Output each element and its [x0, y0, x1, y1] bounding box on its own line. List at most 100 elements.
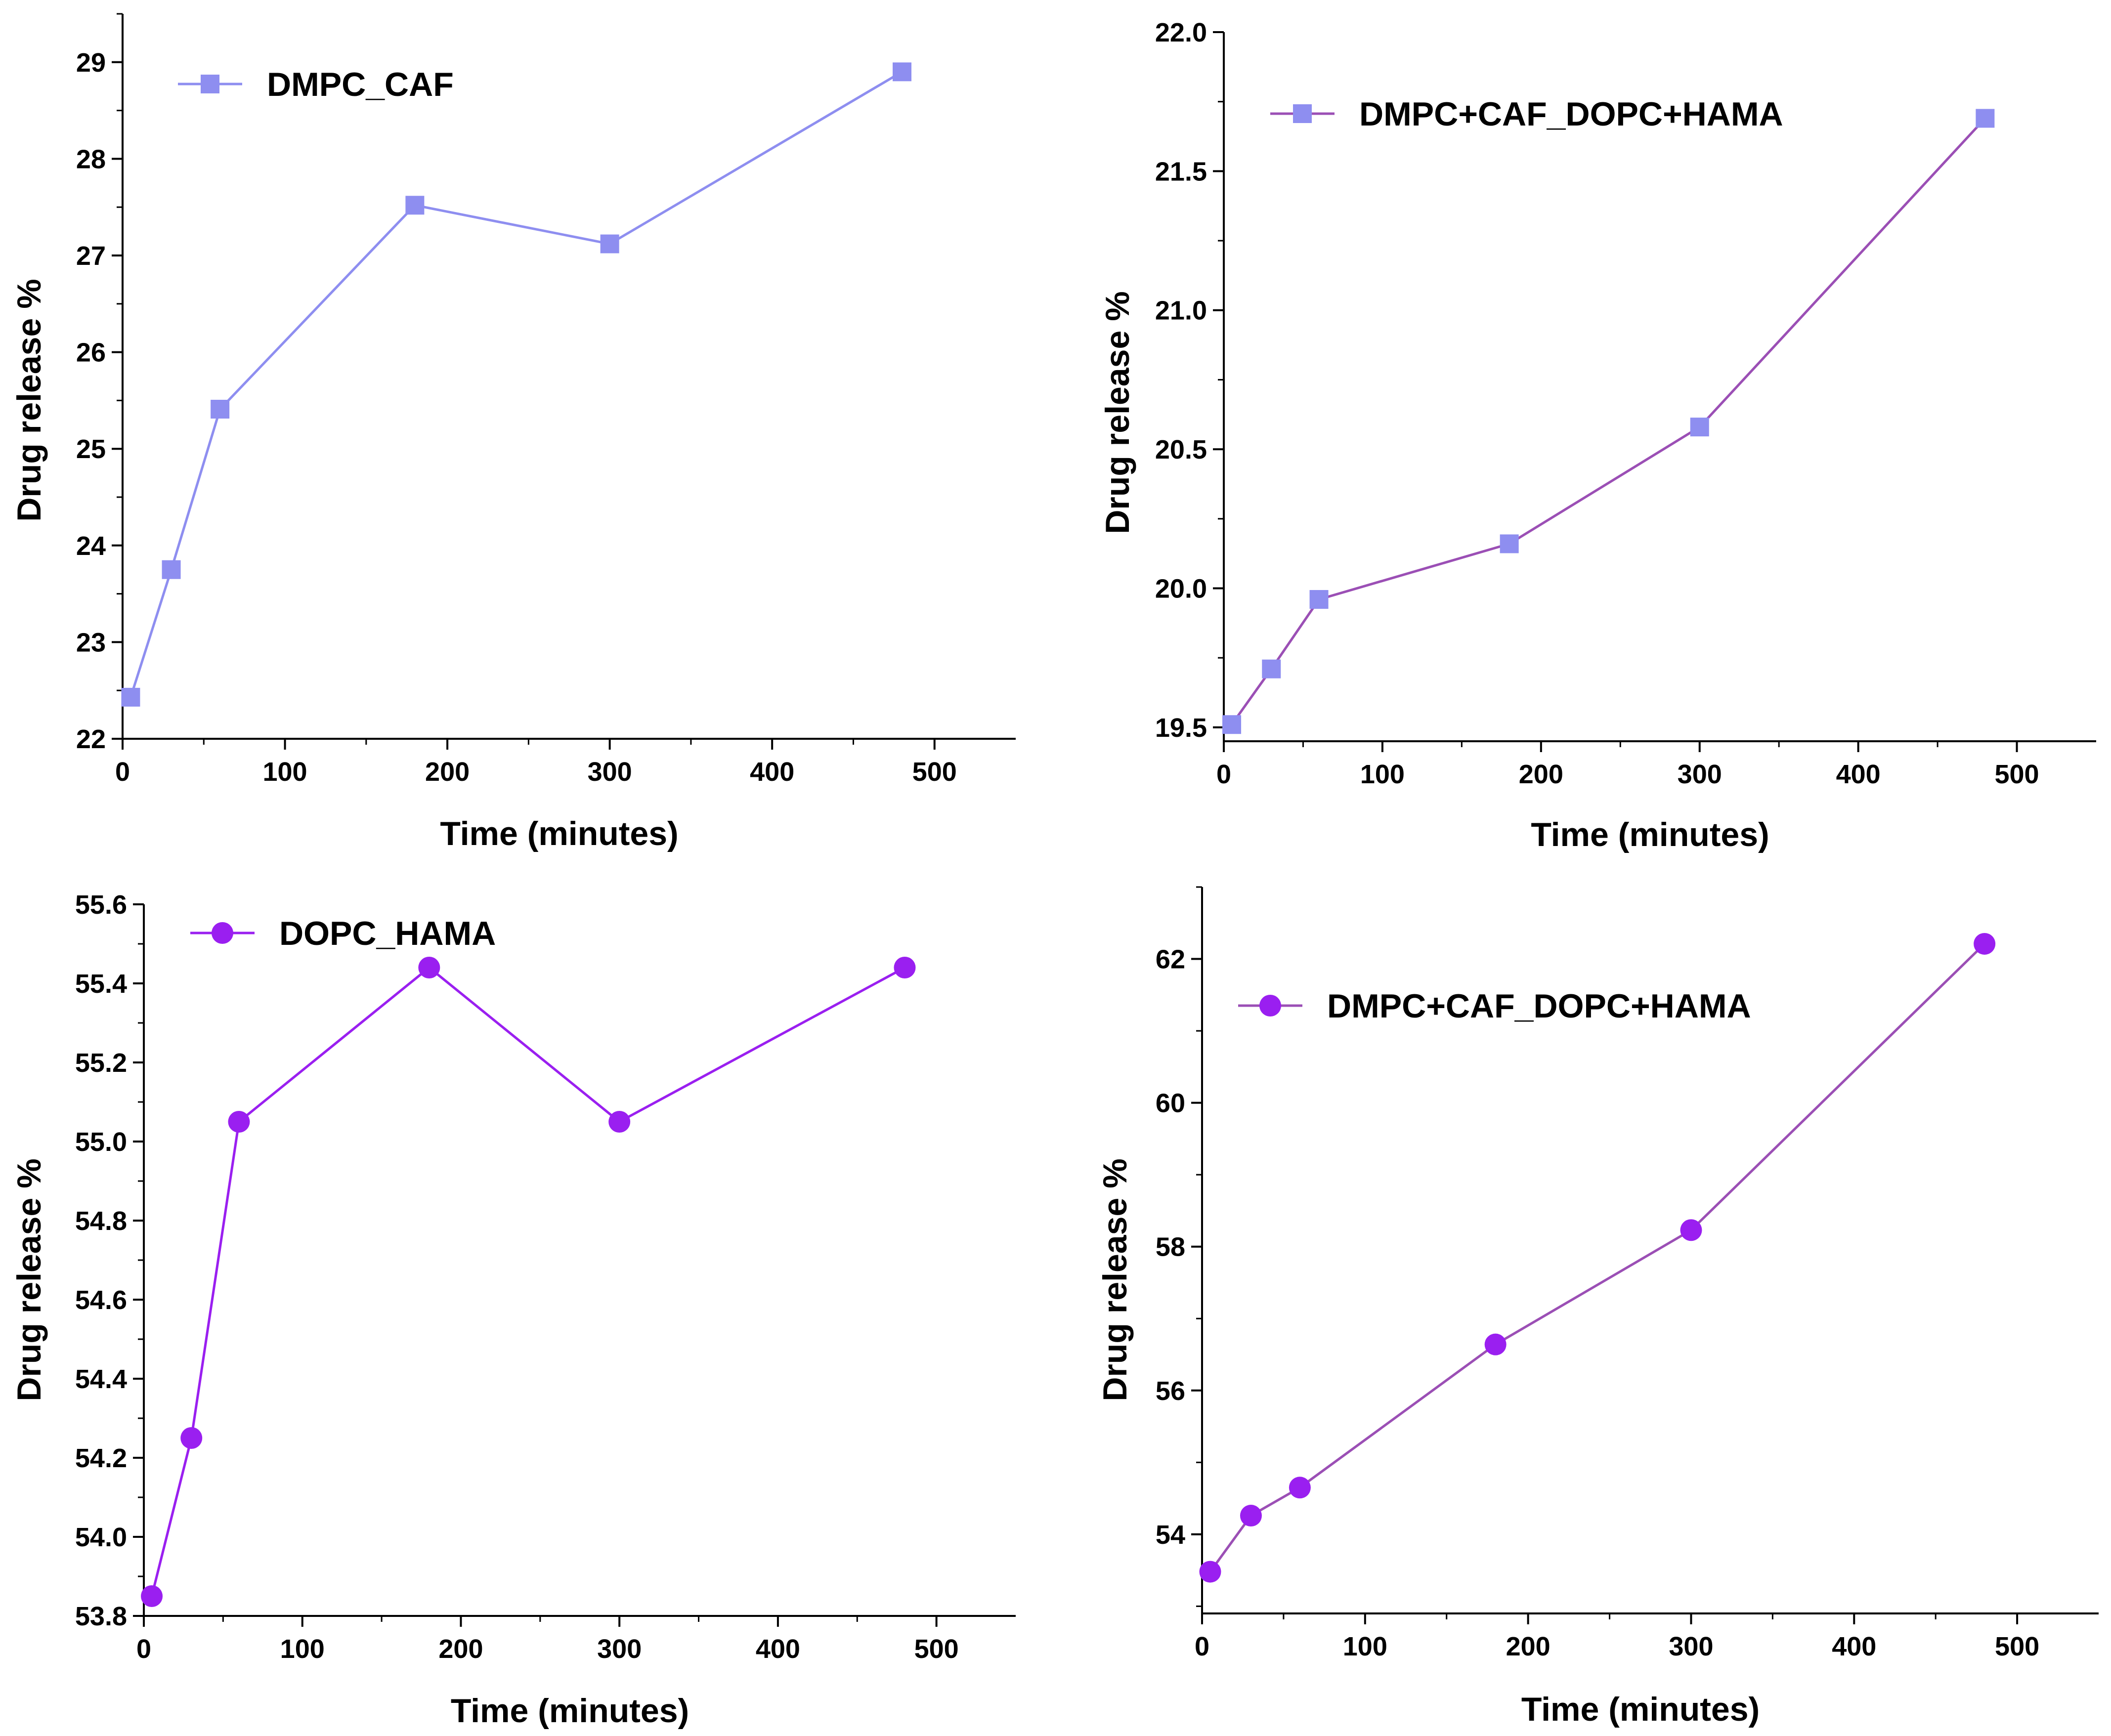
y-tick-label: 24 — [76, 531, 106, 561]
x-tick-label: 200 — [1506, 1632, 1551, 1661]
data-point — [1289, 1477, 1311, 1499]
data-point — [1309, 590, 1329, 609]
x-tick-label: 200 — [1519, 760, 1563, 789]
x-tick-label: 100 — [1360, 760, 1405, 789]
legend-label: DMPC+CAF_DOPC+HAMA — [1327, 987, 1751, 1025]
y-tick-label: 19.5 — [1155, 713, 1207, 743]
x-tick-label: 500 — [914, 1634, 959, 1664]
data-point — [600, 234, 619, 254]
data-point — [418, 957, 440, 978]
x-tick-label: 300 — [588, 757, 632, 787]
data-point — [228, 1111, 250, 1133]
series-line — [129, 71, 903, 698]
x-axis-title: Time (minutes) — [1531, 816, 1769, 853]
chart-panel-3: 0 100 200 300 400 500 53.8 54.0 54.2 54.4 54.6 54.8… — [10, 890, 1016, 1730]
chart-panel-4: 0 100 200 300 400 500 54 56 58 60 62 Time (minutes)… — [1096, 886, 2099, 1728]
y-axis-title: Drug release % — [1099, 291, 1136, 534]
y-tick-label: 20.0 — [1155, 574, 1207, 603]
chart-panel-2: 0 100 200 300 400 500 19.5 20.0 20.5 21.0 21.5 22.0… — [1099, 18, 2096, 853]
y-axis-title: Drug release % — [1096, 1158, 1134, 1401]
y-tick-label: 27 — [76, 241, 106, 271]
data-point — [211, 400, 230, 419]
x-tick-label: 400 — [750, 757, 794, 787]
y-tick-label: 22.0 — [1155, 18, 1207, 47]
x-tick-label: 300 — [1669, 1632, 1713, 1661]
y-tick-label: 21.5 — [1155, 157, 1207, 186]
x-tick-label: 100 — [262, 757, 307, 787]
data-point — [1262, 659, 1281, 678]
y-axis-title: Drug release % — [10, 279, 48, 521]
data-point — [141, 1585, 163, 1607]
x-tick-label: 500 — [1995, 1632, 2039, 1661]
y-tick-label: 55.0 — [75, 1127, 127, 1157]
y-tick-label: 54.2 — [75, 1443, 127, 1473]
data-point — [180, 1427, 203, 1449]
x-tick-label: 0 — [136, 1634, 151, 1664]
legend-label: DOPC_HAMA — [279, 915, 496, 952]
series-line — [150, 966, 905, 1597]
x-tick-label: 0 — [115, 757, 130, 787]
y-tick-label: 54.0 — [75, 1523, 127, 1552]
y-tick-label: 25 — [76, 434, 106, 464]
y-tick-label: 60 — [1156, 1089, 1185, 1118]
y-tick-label: 62 — [1156, 945, 1185, 974]
y-tick-label: 54.6 — [75, 1285, 127, 1315]
y-tick-label: 56 — [1156, 1376, 1185, 1406]
y-tick-label: 26 — [76, 338, 106, 368]
x-tick-label: 400 — [1832, 1632, 1876, 1661]
data-point — [1484, 1333, 1507, 1355]
y-tick-label: 29 — [76, 48, 106, 78]
x-tick-label: 500 — [912, 757, 957, 787]
x-axis-title: Time (minutes) — [451, 1692, 689, 1730]
x-tick-label: 200 — [425, 757, 470, 787]
data-point — [121, 687, 140, 707]
x-tick-label: 0 — [1216, 760, 1231, 789]
x-tick-label: 100 — [280, 1634, 325, 1664]
x-tick-label: 300 — [1678, 760, 1722, 789]
y-tick-label: 21.0 — [1155, 296, 1207, 326]
x-tick-label: 0 — [1195, 1632, 1209, 1661]
y-tick-label: 58 — [1156, 1232, 1185, 1262]
series-line — [1209, 943, 1985, 1573]
legend-label: DMPC_CAF — [267, 66, 454, 103]
data-point — [1222, 715, 1242, 734]
data-point — [162, 560, 181, 579]
x-axis-title: Time (minutes) — [1521, 1691, 1760, 1728]
y-tick-label: 53.8 — [75, 1602, 127, 1631]
y-tick-label: 23 — [76, 628, 106, 657]
data-point — [1680, 1219, 1702, 1241]
y-tick-label: 22 — [76, 724, 106, 754]
data-point — [1199, 1561, 1221, 1583]
legend-marker — [1259, 995, 1281, 1016]
x-axis-title: Time (minutes) — [440, 815, 678, 852]
data-point — [1240, 1505, 1262, 1527]
data-point — [1690, 418, 1709, 437]
y-tick-label: 55.6 — [75, 890, 127, 920]
x-tick-label: 500 — [1994, 760, 2039, 789]
y-tick-label: 54.8 — [75, 1206, 127, 1236]
data-point — [1976, 109, 1995, 128]
chart-panel-1: 0 100 200 300 400 500 22 23 24 25 26 27 28 29 Time (mi… — [10, 13, 1016, 852]
data-point — [1974, 932, 1996, 955]
series-line — [1231, 117, 1986, 725]
x-tick-label: 300 — [597, 1634, 642, 1664]
y-tick-label: 55.2 — [75, 1048, 127, 1078]
y-tick-label: 54 — [1156, 1520, 1185, 1550]
data-point — [608, 1111, 631, 1133]
y-tick-label: 20.5 — [1155, 435, 1207, 465]
data-point — [893, 62, 912, 82]
legend-marker — [1293, 104, 1312, 123]
x-tick-label: 400 — [1836, 760, 1881, 789]
y-tick-label: 28 — [76, 144, 106, 174]
data-point — [894, 957, 916, 978]
data-point — [1500, 534, 1519, 553]
y-tick-label: 54.4 — [75, 1364, 127, 1394]
x-tick-label: 400 — [756, 1634, 800, 1664]
y-axis-title: Drug release % — [10, 1158, 48, 1401]
legend-marker — [212, 922, 233, 944]
data-point — [405, 196, 425, 215]
legend-marker — [201, 75, 219, 93]
y-tick-label: 55.4 — [75, 969, 127, 999]
x-tick-label: 200 — [438, 1634, 483, 1664]
